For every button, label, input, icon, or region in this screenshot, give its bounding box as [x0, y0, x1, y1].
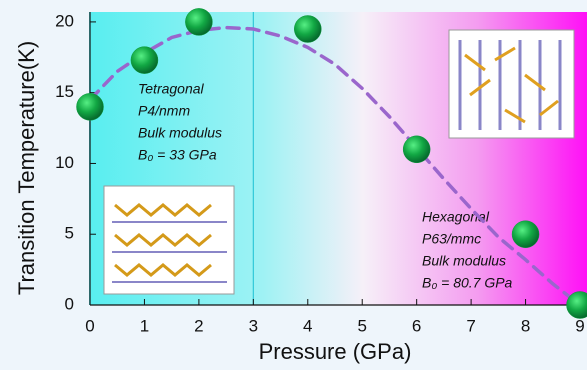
- y-tick-label: 10: [55, 153, 74, 172]
- x-tick-label: 3: [249, 316, 258, 335]
- page: 0 1 2 3 4 5 6 7 8 9 0 5 10 15 20 Pressure (GPa) Transiti…: [0, 0, 587, 370]
- annotation: Bulk modulus: [422, 253, 506, 269]
- x-tick-label: 0: [85, 316, 94, 335]
- data-point: [403, 136, 430, 163]
- annotation: B₀ = 33 GPa: [138, 147, 217, 163]
- annotation: P4/nmm: [138, 103, 190, 119]
- chart: 0 1 2 3 4 5 6 7 8 9 0 5 10 15 20 Pressure (GPa) Transiti…: [0, 0, 587, 370]
- data-point: [294, 15, 321, 42]
- y-tick-label: 15: [55, 82, 74, 101]
- data-point: [77, 93, 104, 120]
- inset-structure: [449, 30, 574, 138]
- x-tick-label: 6: [412, 316, 421, 335]
- annotation: B₀ = 80.7 GPa: [422, 275, 513, 291]
- data-point: [512, 221, 539, 248]
- x-tick-label: 9: [575, 316, 584, 335]
- annotation: Tetragonal: [138, 81, 205, 97]
- x-tick-label: 2: [194, 316, 203, 335]
- annotation: P63/mmc: [422, 231, 481, 247]
- data-point: [131, 47, 158, 74]
- x-tick-label: 5: [357, 316, 366, 335]
- x-axis-title: Pressure (GPa): [259, 339, 412, 364]
- data-point: [185, 8, 212, 35]
- annotation: Bulk modulus: [138, 125, 222, 141]
- y-tick-label: 5: [65, 224, 74, 243]
- x-tick-label: 4: [303, 316, 312, 335]
- x-tick-label: 8: [521, 316, 530, 335]
- x-tick-label: 7: [466, 316, 475, 335]
- y-axis-title: Transition Temperature(K): [14, 41, 39, 295]
- y-tick-label: 20: [55, 11, 74, 30]
- y-tick-label: 0: [65, 294, 74, 313]
- x-tick-label: 1: [140, 316, 149, 335]
